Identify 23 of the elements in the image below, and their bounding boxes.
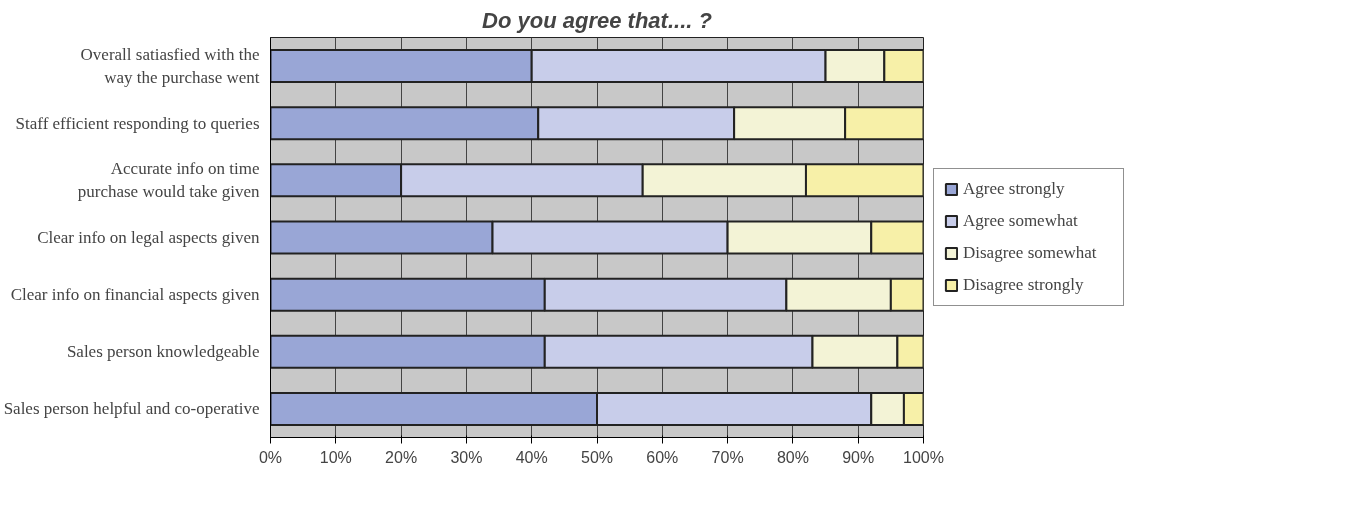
- x-tick-label: 30%: [450, 448, 483, 466]
- y-tick-label: Clear info on financial aspects given: [10, 285, 260, 305]
- x-tick-label: 50%: [580, 448, 614, 466]
- x-tick-label: 0%: [258, 448, 283, 466]
- y-tick-label: Clear info on legal aspects given: [37, 228, 260, 247]
- x-tick-label: 40%: [515, 448, 548, 466]
- y-tick-label: Sales person knowledgeable: [66, 342, 260, 362]
- legend-label: Agree somewhat: [963, 211, 1079, 231]
- y-tick-label: Accurate info on time purchase would take given: [77, 159, 260, 202]
- chart-title: Do you agree that.... ?: [482, 7, 712, 33]
- x-tick-label: 60%: [646, 448, 679, 466]
- y-tick-label: Staff efficient responding to queries: [15, 113, 260, 133]
- y-tick-label: Sales person helpful and co-operative: [3, 399, 260, 419]
- x-tick-label: 100%: [903, 448, 944, 466]
- x-tick-label: 20%: [385, 448, 418, 466]
- y-tick-label: Overall satiasfied with the way the purchase went: [80, 45, 260, 87]
- x-tick-label: 80%: [776, 448, 809, 466]
- legend-label: Disagree somewhat: [963, 243, 1098, 263]
- x-tick-label: 10%: [319, 448, 352, 466]
- legend-label: Agree strongly: [963, 179, 1066, 199]
- legend-label: Disagree strongly: [963, 275, 1085, 295]
- x-tick-label: 70%: [711, 448, 744, 466]
- x-tick-label: 90%: [842, 448, 875, 466]
